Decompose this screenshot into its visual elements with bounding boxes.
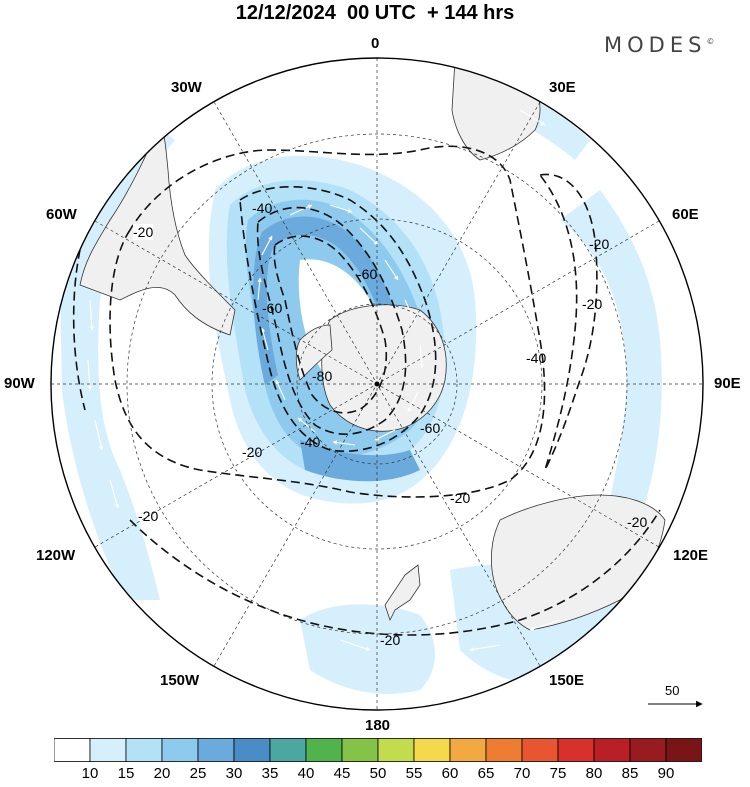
colorbar-swatch <box>305 738 343 762</box>
lon-label-30w: 30W <box>171 79 202 96</box>
colorbar-tick-label: 15 <box>117 765 135 782</box>
contour-label: -20 <box>450 490 471 506</box>
colorbar-tick-label: 60 <box>441 765 459 782</box>
antarctic-peninsula <box>295 324 333 381</box>
modes-logo: MODES© <box>604 33 715 57</box>
colorbar-tick-label: 10 <box>81 765 99 782</box>
colorbar-tick-label: 75 <box>549 765 567 782</box>
lon-label-120w: 120W <box>36 547 76 564</box>
africa-land <box>451 58 541 161</box>
colorbar-swatch <box>593 738 631 762</box>
colorbar-tick-label: 40 <box>297 765 315 782</box>
chart-title: 12/12/2024 00 UTC + 144 hrs <box>235 2 515 24</box>
south-america-land <box>79 118 236 336</box>
lon-label-180: 180 <box>365 717 391 734</box>
colorbar-swatch <box>161 738 199 762</box>
lon-label-90e: 90E <box>714 375 741 392</box>
lon-label-30e: 30E <box>549 79 576 96</box>
contour-label: -20 <box>589 236 610 252</box>
colorbar-swatch <box>413 738 451 762</box>
colorbar-tick-label: 90 <box>657 765 675 782</box>
colorbar-swatch <box>54 738 91 762</box>
colorbar-swatch <box>629 738 667 762</box>
contour-label: -20 <box>380 632 401 648</box>
contour-label: -60 <box>262 300 283 316</box>
colorbar-swatch <box>341 738 379 762</box>
contour-label: -20 <box>627 514 648 530</box>
colorbar-swatch <box>197 738 235 762</box>
colorbar-tick-label: 50 <box>369 765 387 782</box>
colorbar-tick-label: 30 <box>225 765 243 782</box>
contour-label: -60 <box>357 266 378 282</box>
colorbar-swatch <box>449 738 487 762</box>
colorbar-swatch <box>557 738 595 762</box>
colorbar-tick-label: 55 <box>405 765 423 782</box>
contour-label: -40 <box>300 434 321 450</box>
lon-label-150e: 150E <box>549 672 585 689</box>
map-boundary <box>50 57 704 711</box>
new-zealand-land <box>384 564 421 622</box>
colorbar-tick-label: 85 <box>621 765 639 782</box>
colorbar-tick-label: 25 <box>189 765 207 782</box>
pole-dot <box>374 381 380 387</box>
colorbar-tick-label: 20 <box>153 765 171 782</box>
contour-label: -40 <box>526 350 547 366</box>
vector-scale-label: 50 <box>665 683 680 698</box>
lon-label-0: 0 <box>371 35 380 52</box>
colorbar-tick-label: 70 <box>513 765 531 782</box>
colorbar <box>54 738 702 762</box>
lon-label-90w: 90W <box>4 375 35 392</box>
antarctica-land <box>321 304 447 432</box>
colorbar-tick-label: 35 <box>261 765 279 782</box>
colorbar-swatch <box>269 738 307 762</box>
colorbar-swatch <box>377 738 415 762</box>
lon-label-150w: 150W <box>160 672 200 689</box>
contour-label: -20 <box>242 444 263 460</box>
lon-label-60w: 60W <box>46 206 77 223</box>
contour-label: -20 <box>138 508 159 524</box>
lon-label-120e: 120E <box>673 547 709 564</box>
lon-label-60e: 60E <box>672 206 699 223</box>
colorbar-swatch <box>89 738 127 762</box>
contour-label: -20 <box>582 296 603 312</box>
contour-label: -40 <box>252 200 273 216</box>
colorbar-swatch <box>485 738 523 762</box>
colorbar-tick-label: 45 <box>333 765 351 782</box>
colorbar-swatch <box>233 738 271 762</box>
colorbar-swatch <box>521 738 559 762</box>
colorbar-tick-label: 80 <box>585 765 603 782</box>
contour-label: -80 <box>312 368 333 384</box>
contour-label: -60 <box>420 420 441 436</box>
contour-label: -20 <box>133 224 154 240</box>
colorbar-swatch <box>125 738 163 762</box>
colorbar-tick-label: 65 <box>477 765 495 782</box>
colorbar-swatch <box>665 738 702 762</box>
